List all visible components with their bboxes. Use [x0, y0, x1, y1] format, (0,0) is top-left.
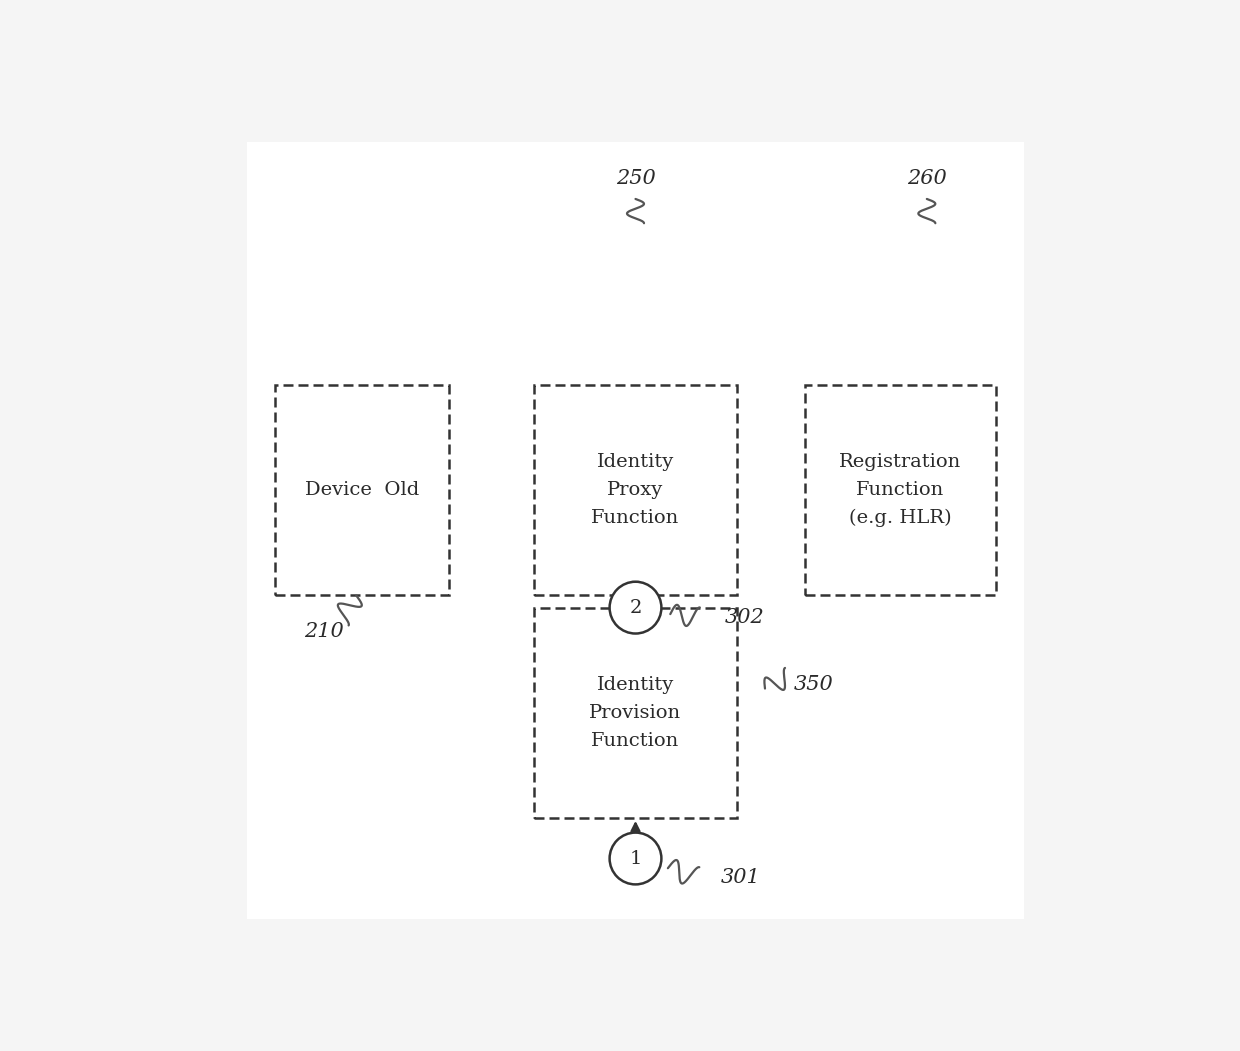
Text: Identity
Provision
Function: Identity Provision Function [589, 676, 682, 749]
Text: 260: 260 [906, 169, 946, 188]
Text: 250: 250 [615, 169, 656, 188]
Text: 350: 350 [794, 675, 833, 694]
Text: Registration
Function
(e.g. HLR): Registration Function (e.g. HLR) [839, 453, 962, 528]
Circle shape [610, 582, 661, 634]
Text: 301: 301 [720, 868, 760, 887]
Text: 302: 302 [725, 607, 765, 626]
Text: Device  Old: Device Old [305, 481, 419, 499]
Text: 210: 210 [304, 622, 343, 641]
Text: 2: 2 [630, 599, 641, 617]
Circle shape [610, 832, 661, 884]
FancyBboxPatch shape [247, 142, 1024, 920]
Text: 1: 1 [630, 849, 641, 867]
Text: Identity
Proxy
Function: Identity Proxy Function [591, 453, 680, 528]
Bar [806, 385, 996, 596]
Bar [275, 385, 449, 596]
Bar [534, 607, 737, 818]
Bar [534, 385, 737, 596]
